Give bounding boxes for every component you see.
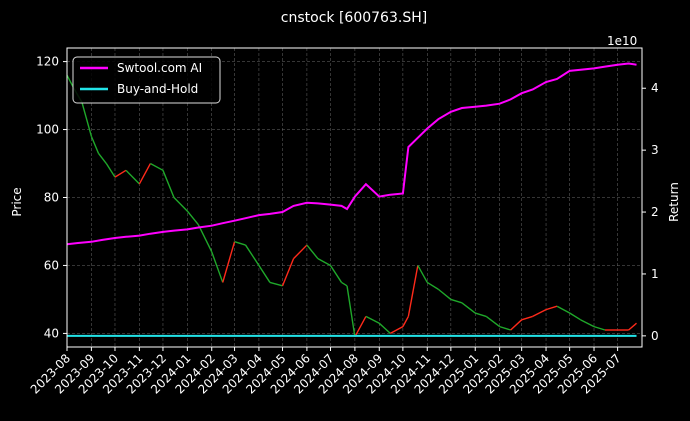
price-segment xyxy=(437,288,452,300)
price-segment xyxy=(97,152,107,164)
y2-tick-label: 2 xyxy=(651,205,659,219)
price-segment xyxy=(389,325,404,335)
price-segment xyxy=(628,322,637,331)
price-segment xyxy=(510,319,523,331)
y-tick-label: 40 xyxy=(44,326,59,340)
price-segment xyxy=(402,316,409,327)
price-segment xyxy=(475,312,487,318)
price-segment xyxy=(317,258,331,267)
price-segment xyxy=(306,244,319,260)
price-segment xyxy=(281,258,295,287)
y-tick-label: 60 xyxy=(44,258,59,272)
price-segment xyxy=(556,305,570,314)
legend-box xyxy=(72,56,221,104)
legend: Swtool.com AI Buy-and-Hold xyxy=(72,56,221,104)
price-segment xyxy=(105,163,116,178)
series-line-0 xyxy=(66,62,637,246)
price-segment xyxy=(125,169,140,185)
price-segment xyxy=(461,302,476,314)
price-segment xyxy=(244,244,260,266)
y-axis-title: Price xyxy=(10,187,24,216)
strategy-series xyxy=(66,62,637,337)
price-segment xyxy=(173,197,188,212)
price-series xyxy=(66,74,637,338)
price-segment xyxy=(81,102,93,137)
y2-tick-label: 4 xyxy=(651,81,659,95)
price-segment xyxy=(521,315,533,321)
price-segment xyxy=(580,319,595,328)
y2-axis-title: Return xyxy=(667,182,681,222)
price-segment xyxy=(162,170,175,198)
price-segment xyxy=(499,325,511,331)
price-segment xyxy=(417,265,428,283)
price-segment xyxy=(150,162,164,171)
price-segment xyxy=(197,224,213,253)
y2-offset-text: 1e10 xyxy=(607,34,637,48)
price-segment xyxy=(532,309,547,318)
y2-tick-label: 1 xyxy=(651,267,659,281)
price-segment xyxy=(341,281,348,287)
y-tick-label: 120 xyxy=(36,55,59,69)
price-segment xyxy=(545,305,558,311)
price-segment xyxy=(329,265,343,283)
y-tick-label: 80 xyxy=(44,191,59,205)
price-segment xyxy=(378,322,391,334)
price-segment xyxy=(269,281,283,287)
price-segment xyxy=(346,285,356,337)
chart-title: cnstock [600763.SH] xyxy=(281,10,427,26)
price-segment xyxy=(426,281,439,290)
legend-label-buy-and-hold: Buy-and-Hold xyxy=(117,82,198,96)
price-segment xyxy=(211,251,224,283)
legend-label-swtool: Swtool.com AI xyxy=(117,61,202,75)
price-segment xyxy=(293,244,308,260)
price-segment xyxy=(365,315,380,324)
y2-tick-label: 3 xyxy=(651,143,659,157)
price-segment xyxy=(186,210,199,226)
price-segment xyxy=(354,316,367,338)
price-segment xyxy=(258,265,271,283)
price-segment xyxy=(114,169,127,178)
y-tick-label: 100 xyxy=(36,123,59,137)
price-segment xyxy=(234,241,246,246)
y2-tick-label: 0 xyxy=(651,329,659,343)
price-segment xyxy=(90,136,100,154)
price-segment xyxy=(485,315,501,328)
price-segment xyxy=(569,312,582,321)
price-segment xyxy=(593,325,606,331)
price-segment xyxy=(407,265,419,317)
price-segment xyxy=(222,241,236,283)
price-segment xyxy=(138,163,151,185)
price-segment xyxy=(450,298,463,304)
